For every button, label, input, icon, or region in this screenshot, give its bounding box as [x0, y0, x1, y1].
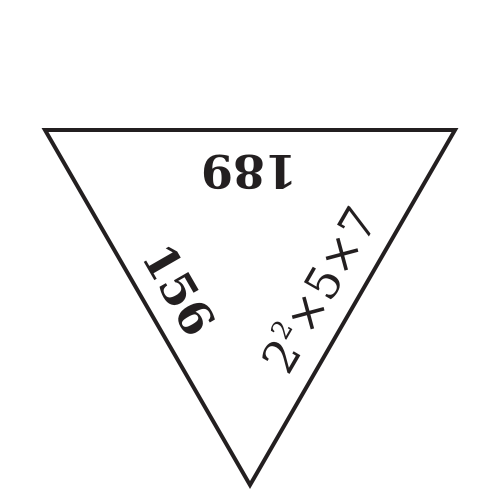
left-edge-label-group: 156: [131, 235, 226, 345]
right-edge-label-group: 22×5×7: [251, 198, 388, 382]
top-edge-label-group: 189: [201, 144, 297, 198]
top-edge-label: 189: [201, 144, 297, 198]
right-edge-rest: ×5×7: [274, 198, 389, 342]
left-edge-label: 156: [131, 235, 226, 345]
triangle-outline: [41, 128, 459, 489]
right-edge-label: 22×5×7: [251, 198, 388, 382]
